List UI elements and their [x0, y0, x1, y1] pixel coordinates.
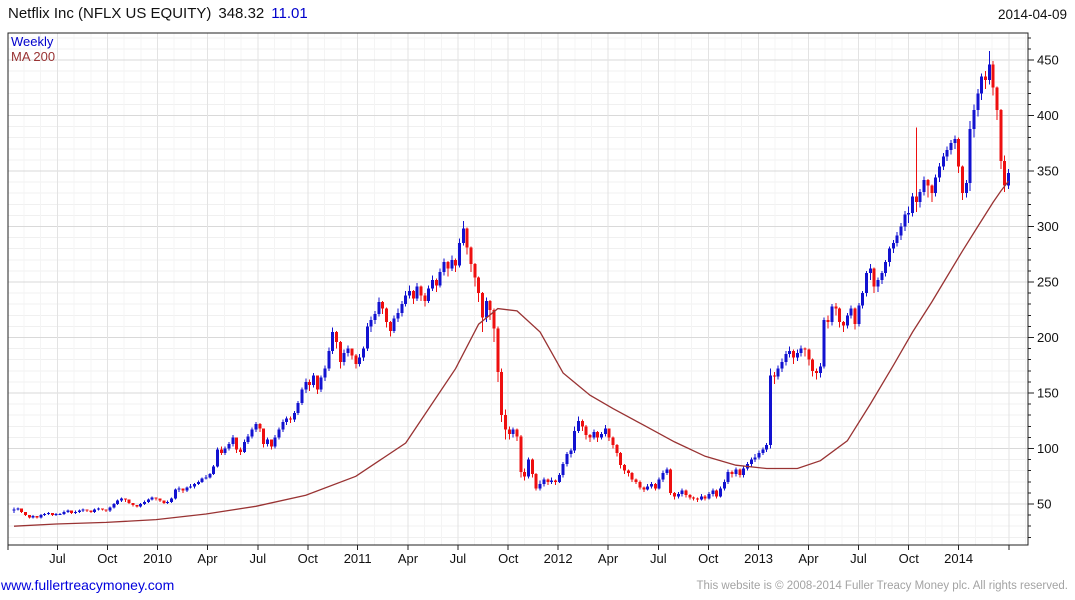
candlesticks: [12, 51, 1011, 519]
svg-text:200: 200: [1037, 330, 1059, 345]
svg-text:Apr: Apr: [798, 551, 819, 566]
plot-border: [7, 32, 1029, 546]
svg-text:2010: 2010: [143, 551, 172, 566]
page-title: Netflix Inc (NFLX US EQUITY): [8, 5, 212, 22]
svg-text:300: 300: [1037, 219, 1059, 234]
svg-text:50: 50: [1037, 497, 1051, 512]
svg-text:350: 350: [1037, 163, 1059, 178]
svg-text:Jul: Jul: [650, 551, 667, 566]
svg-text:2014: 2014: [944, 551, 973, 566]
svg-text:Oct: Oct: [97, 551, 118, 566]
legend-weekly-label: Weekly: [11, 34, 54, 49]
svg-text:Apr: Apr: [398, 551, 419, 566]
ma-200-path: [13, 180, 1010, 527]
last-price: 348.32: [218, 5, 265, 22]
svg-text:2012: 2012: [544, 551, 573, 566]
svg-text:2013: 2013: [744, 551, 773, 566]
copyright-text: This website is © 2008-2014 Fuller Treac…: [696, 580, 1068, 592]
svg-text:Jul: Jul: [450, 551, 467, 566]
svg-text:Oct: Oct: [698, 551, 719, 566]
svg-text:Oct: Oct: [498, 551, 519, 566]
svg-text:Jul: Jul: [250, 551, 267, 566]
x-axis: Jul Oct 2010 Apr Jul Oct 2011 Apr Jul Oct 2012 Apr J…: [7, 545, 1010, 566]
price-change: 11.01: [271, 5, 308, 22]
legend-ma200-label: MA 200: [11, 49, 56, 64]
svg-text:150: 150: [1037, 386, 1059, 401]
svg-text:Oct: Oct: [298, 551, 319, 566]
chart-date: 2014-04-09: [997, 7, 1067, 22]
svg-text:250: 250: [1037, 275, 1059, 290]
ma-200-line: [13, 180, 1010, 527]
grid-quarter-vertical: [56, 33, 1010, 545]
svg-text:Jul: Jul: [850, 551, 867, 566]
svg-text:2011: 2011: [344, 551, 372, 566]
website-link[interactable]: www.fullertreacymoney.com: [1, 577, 175, 593]
title-bar: Netflix Inc (NFLX US EQUITY) 348.32 11.01: [8, 5, 308, 22]
svg-text:Jul: Jul: [49, 551, 66, 566]
svg-text:400: 400: [1037, 108, 1059, 123]
svg-text:Oct: Oct: [899, 551, 920, 566]
svg-text:100: 100: [1037, 441, 1059, 456]
svg-text:450: 450: [1037, 52, 1059, 67]
grid-minor-vertical: [23, 33, 1026, 545]
svg-text:Apr: Apr: [197, 551, 218, 566]
y-axis: 50 100 150 200 250 300 350 400 450: [1028, 37, 1059, 538]
svg-text:Apr: Apr: [598, 551, 619, 566]
